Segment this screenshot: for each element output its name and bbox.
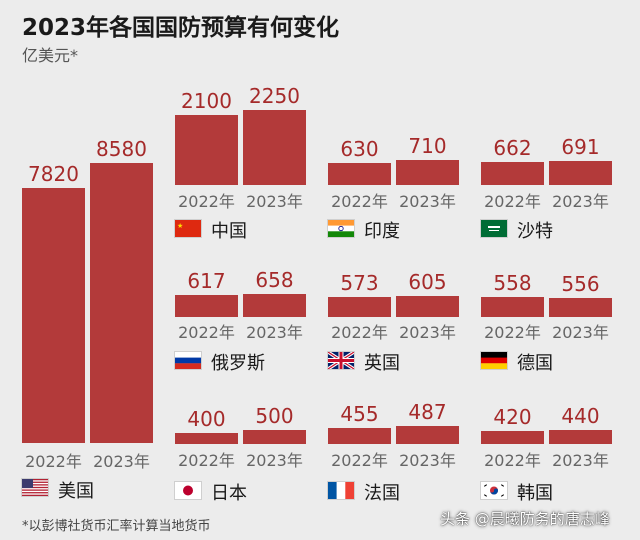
bar-france-2023: [396, 426, 459, 444]
value-label-russia-2023: 658: [255, 268, 294, 292]
japan-flag-icon: [175, 482, 201, 499]
value-label-china-2022: 2100: [181, 89, 232, 113]
chart-unit: 亿美元*: [22, 46, 79, 65]
value-label-russia-2022: 617: [187, 269, 226, 294]
year-label-usa-2023: 2023年: [93, 452, 150, 471]
country-label-usa: 美国: [58, 481, 94, 502]
russia-flag-icon: [175, 352, 201, 369]
bar-japan-2022: [175, 432, 238, 444]
year-label-germany-2022: 2022年: [484, 323, 541, 342]
year-label-france-2022: 2022年: [331, 451, 388, 470]
bar-india-2022: [328, 162, 391, 185]
year-label-china-2023: 2023年: [246, 192, 303, 211]
bar-japan-2023: [243, 430, 306, 444]
value-label-japan-2022: 400: [187, 406, 226, 431]
france-flag-icon: [328, 482, 354, 499]
watermark: 头条 @晨曦防务的唐志峰: [440, 510, 610, 528]
bar-usa-2022: [22, 187, 85, 443]
year-label-saudi-2023: 2023年: [552, 192, 609, 211]
value-label-uk-2023: 605: [408, 269, 447, 294]
year-label-saudi-2022: 2022年: [484, 192, 541, 211]
uk-flag-icon: [328, 352, 354, 369]
bar-korea-2022: [481, 430, 544, 444]
year-label-korea-2023: 2023年: [552, 451, 609, 470]
country-label-china: 中国: [211, 221, 247, 242]
bar-saudi-2022: [481, 161, 544, 185]
germany-flag-icon: [481, 352, 507, 369]
bar-germany-2023: [549, 297, 612, 317]
bar-korea-2023: [549, 429, 612, 444]
value-label-india-2023: 710: [408, 134, 447, 158]
bar-china-2023: [243, 110, 306, 185]
bar-russia-2022: [175, 295, 238, 317]
value-label-saudi-2022: 662: [493, 135, 532, 160]
svg-text:★: ★: [177, 222, 183, 230]
country-label-france: 法国: [364, 483, 400, 504]
year-label-russia-2022: 2022年: [178, 323, 235, 342]
chart-title: 2023年各国国防预算有何变化: [22, 15, 340, 41]
bar-uk-2023: [396, 295, 459, 317]
value-label-korea-2023: 440: [561, 403, 600, 428]
country-label-germany: 德国: [517, 353, 553, 374]
value-label-germany-2023: 556: [561, 271, 600, 296]
year-label-japan-2023: 2023年: [246, 451, 303, 470]
bar-usa-2023: [90, 163, 153, 443]
year-label-france-2023: 2023年: [399, 451, 456, 470]
value-label-uk-2022: 573: [340, 270, 379, 295]
bar-china-2022: [175, 115, 238, 185]
india-flag-icon: [328, 220, 354, 237]
country-label-india: 印度: [364, 221, 400, 242]
value-label-france-2022: 455: [340, 401, 379, 426]
value-label-japan-2023: 500: [255, 404, 294, 428]
year-label-russia-2023: 2023年: [246, 323, 303, 342]
saudi-flag-icon: [481, 220, 507, 237]
country-label-korea: 韩国: [517, 483, 553, 504]
country-label-russia: 俄罗斯: [211, 353, 265, 374]
china-flag-icon: ★: [175, 220, 201, 237]
value-label-france-2023: 487: [408, 400, 447, 425]
bar-saudi-2023: [549, 160, 612, 185]
year-label-japan-2022: 2022年: [178, 451, 235, 470]
year-label-germany-2023: 2023年: [552, 323, 609, 342]
footnote: *以彭博社货币汇率计算当地货币: [22, 519, 211, 534]
korea-flag-icon: [481, 482, 507, 499]
bar-russia-2023: [243, 294, 306, 317]
us-flag-icon: [22, 479, 48, 496]
country-label-uk: 英国: [364, 353, 400, 374]
year-label-china-2022: 2022年: [178, 192, 235, 211]
value-label-usa-2022: 7820: [28, 161, 79, 186]
year-label-india-2023: 2023年: [399, 192, 456, 211]
bar-uk-2022: [328, 296, 391, 317]
value-label-china-2023: 2250: [249, 84, 300, 108]
year-label-usa-2022: 2022年: [25, 452, 82, 471]
bar-india-2023: [396, 160, 459, 185]
value-label-germany-2022: 558: [493, 271, 532, 296]
year-label-uk-2023: 2023年: [399, 323, 456, 342]
year-label-uk-2022: 2022年: [331, 323, 388, 342]
value-label-saudi-2023: 691: [561, 134, 600, 159]
country-label-japan: 日本: [211, 483, 247, 504]
bar-france-2022: [328, 427, 391, 444]
value-label-korea-2022: 420: [493, 404, 532, 429]
bar-germany-2022: [481, 297, 544, 317]
country-label-saudi: 沙特: [517, 221, 553, 242]
value-label-india-2022: 630: [340, 136, 379, 161]
year-label-india-2022: 2022年: [331, 192, 388, 211]
value-label-usa-2023: 8580: [96, 137, 147, 161]
year-label-korea-2022: 2022年: [484, 451, 541, 470]
